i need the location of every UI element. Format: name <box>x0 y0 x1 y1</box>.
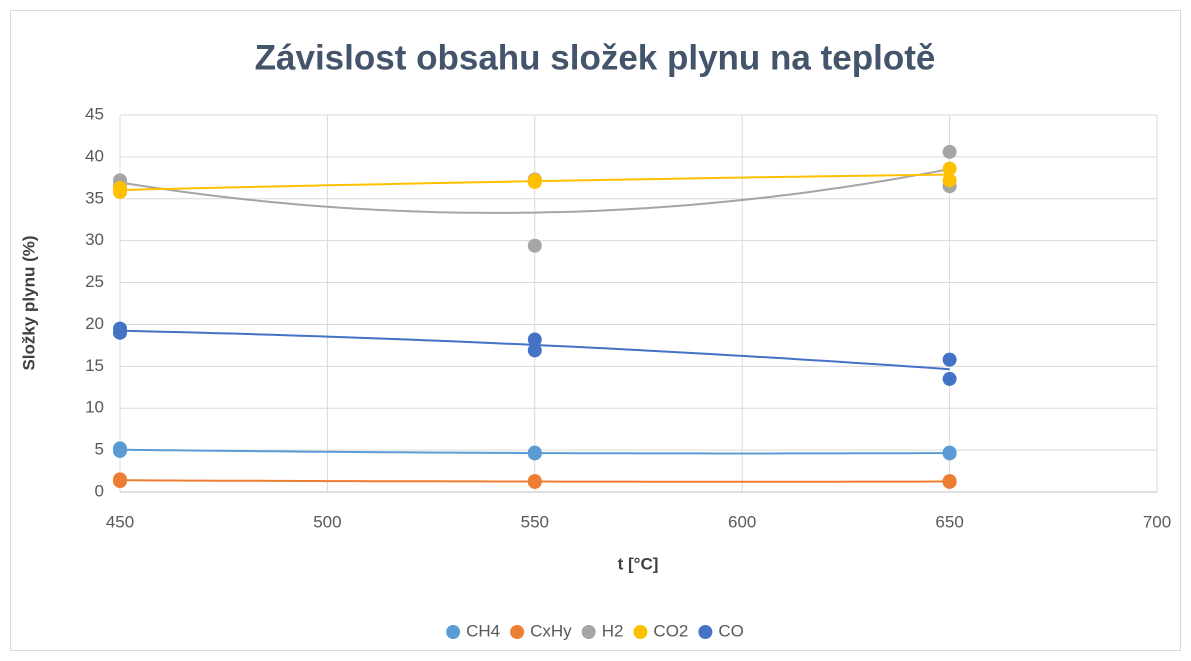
point <box>527 238 542 253</box>
point <box>113 474 127 489</box>
point <box>527 332 542 347</box>
point <box>942 144 957 159</box>
point <box>942 474 957 489</box>
y-tick-label: 0 <box>95 481 104 500</box>
y-tick-label: 10 <box>85 398 104 417</box>
legend-marker <box>633 625 648 639</box>
chart-title: Závislost obsahu složek plynu na teplotě <box>255 38 936 77</box>
y-tick-label: 15 <box>85 356 104 375</box>
point <box>113 185 127 200</box>
y-tick-label: 20 <box>85 314 104 333</box>
point <box>527 343 542 358</box>
legend-marker <box>581 625 596 639</box>
x-axis-title: t [°C] <box>618 554 659 573</box>
point <box>527 175 542 190</box>
point <box>942 352 957 367</box>
y-tick-label: 5 <box>95 440 104 459</box>
chart-border <box>10 10 1181 651</box>
x-tick-label: 700 <box>1143 512 1171 531</box>
y-axis-title: Složky plynu (%) <box>19 235 38 370</box>
legend-marker <box>510 625 525 639</box>
point <box>113 443 127 458</box>
point <box>942 371 957 386</box>
point <box>527 445 542 460</box>
legend-label: CH4 <box>466 621 500 640</box>
y-tick-label: 35 <box>85 188 104 207</box>
point <box>942 173 957 188</box>
x-tick-label: 500 <box>313 512 341 531</box>
point <box>527 474 542 489</box>
legend-marker <box>446 625 461 639</box>
trendline <box>119 168 950 214</box>
y-tick-label: 45 <box>85 104 104 123</box>
x-tick-label: 600 <box>728 512 756 531</box>
legend-marker <box>698 625 713 639</box>
point <box>942 445 957 460</box>
legend-label: CO <box>718 621 744 640</box>
y-tick-label: 25 <box>85 272 104 291</box>
x-tick-label: 650 <box>935 512 963 531</box>
y-tick-label: 40 <box>85 146 104 165</box>
x-tick-label: 450 <box>106 512 134 531</box>
legend-label: CxHy <box>530 621 572 640</box>
y-tick-label: 30 <box>85 230 104 249</box>
point <box>942 161 957 176</box>
legend-label: H2 <box>602 621 624 640</box>
x-tick-label: 550 <box>521 512 549 531</box>
point <box>113 325 127 340</box>
legend-label: CO2 <box>653 621 688 640</box>
